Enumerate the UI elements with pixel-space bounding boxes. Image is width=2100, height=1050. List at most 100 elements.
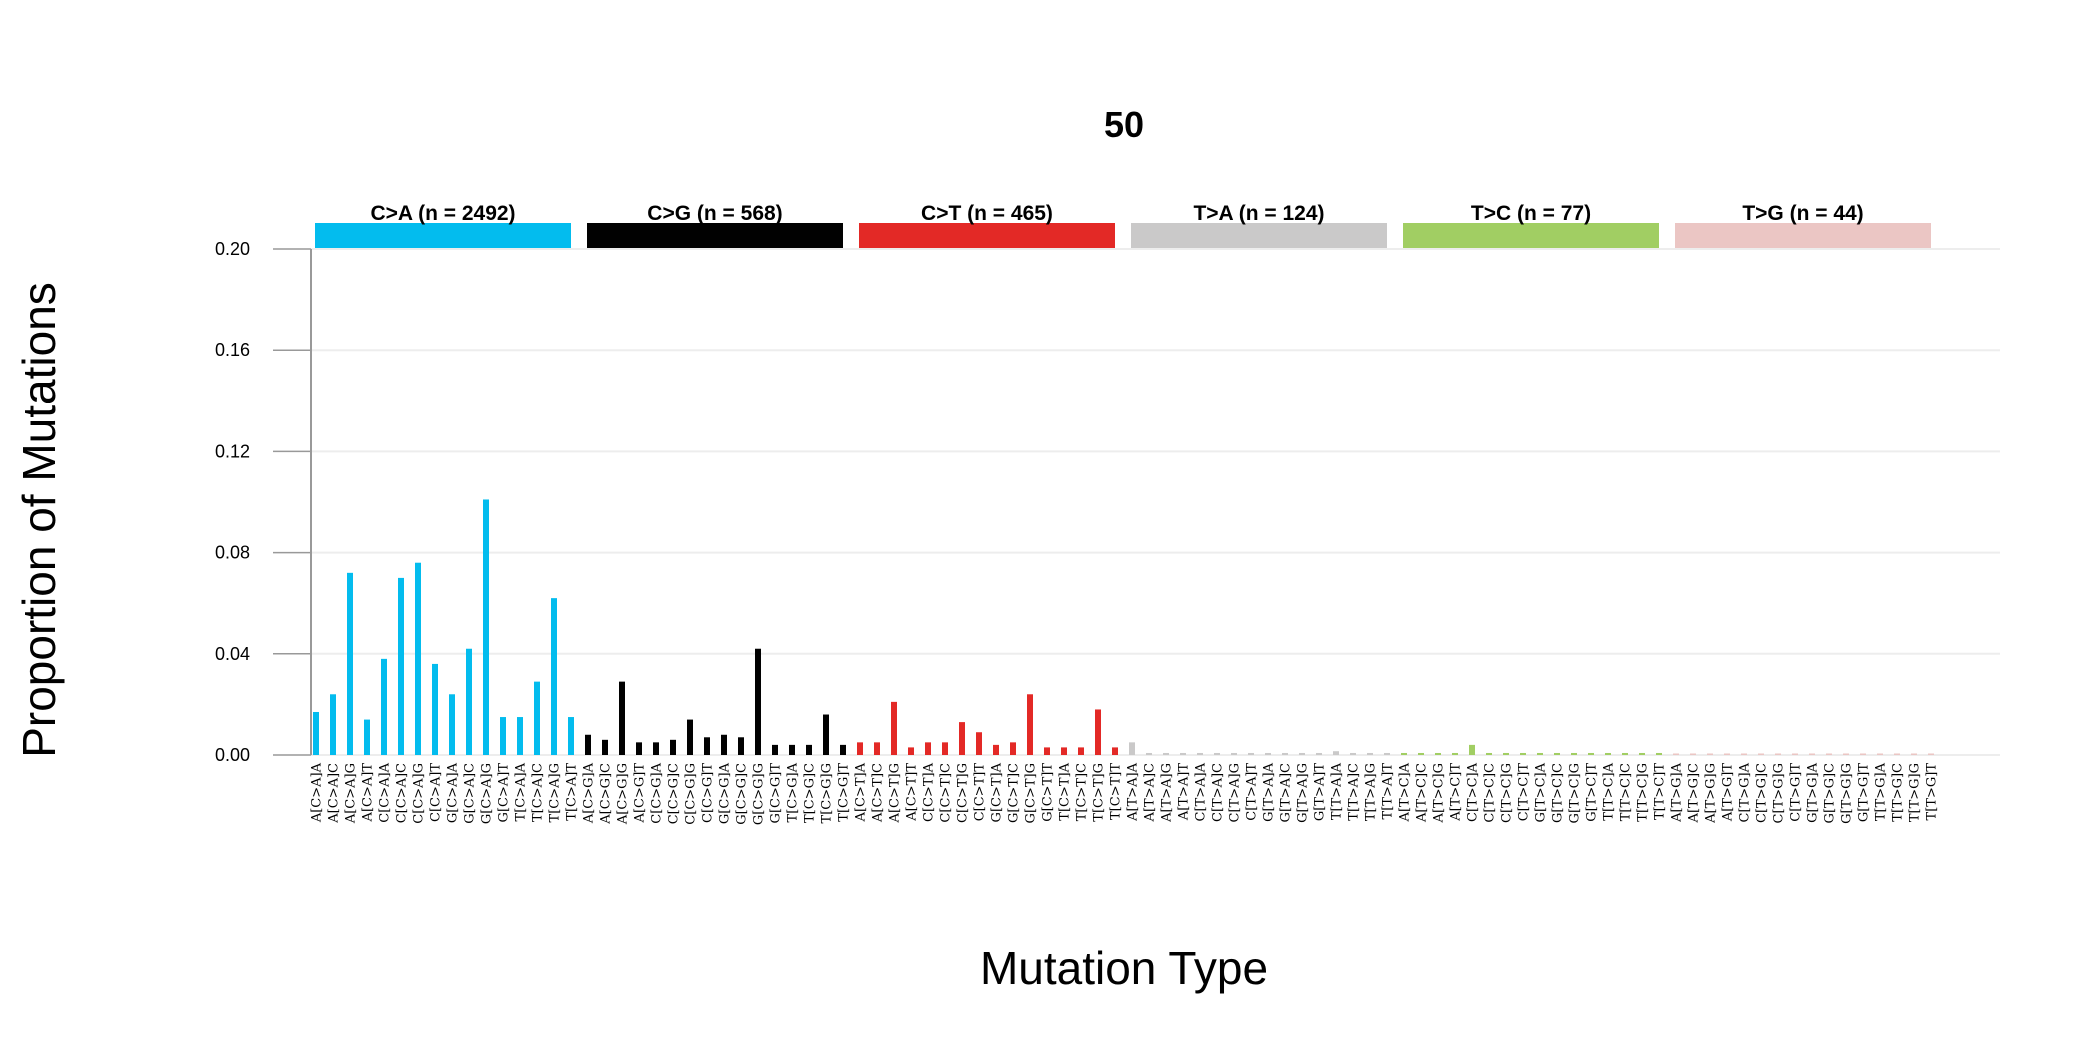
x-tick-label: G[C>G]C	[735, 763, 750, 825]
bar-C[T>G]T	[1792, 753, 1798, 755]
bar-C[T>A]C	[1214, 752, 1220, 755]
x-tick-label: C[C>A]A	[378, 762, 393, 822]
x-tick-label: A[C>A]T	[361, 763, 376, 823]
bar-T[T>C]C	[1622, 752, 1628, 755]
bar-G[C>T]A	[993, 744, 999, 755]
bar-G[C>A]G	[483, 499, 489, 755]
bar-T[T>A]G	[1367, 752, 1373, 755]
bar-G[C>A]A	[449, 694, 455, 755]
bar-T[C>T]A	[1061, 747, 1067, 755]
x-tick-label: G[C>T]C	[1007, 763, 1022, 823]
bar-T[C>T]T	[1112, 747, 1118, 755]
x-tick-label: A[C>G]T	[633, 763, 648, 824]
x-tick-label: G[T>C]T	[1585, 763, 1600, 822]
y-axis-ticks: 0.00 0.04 0.08 0.12 0.16 0.20	[215, 239, 311, 765]
bar-T[C>T]C	[1078, 747, 1084, 755]
bar-G[C>T]C	[1010, 742, 1016, 755]
x-tick-label: T[C>G]G	[820, 763, 835, 823]
x-tick-label: A[T>C]C	[1415, 763, 1430, 823]
x-tick-label: A[C>A]C	[327, 763, 342, 824]
bar-T[C>G]G	[823, 714, 829, 755]
bar-T[C>G]C	[806, 744, 812, 755]
x-tick-label: A[C>G]A	[582, 762, 597, 824]
x-tick-label: C[T>C]C	[1483, 763, 1498, 823]
bar-G[T>G]A	[1809, 753, 1815, 755]
x-tick-label: G[C>T]A	[990, 762, 1005, 822]
bar-C[C>T]G	[959, 722, 965, 755]
x-tick-label: G[T>C]G	[1568, 763, 1583, 823]
bar-A[T>A]T	[1180, 752, 1186, 755]
bar-C[T>C]A	[1469, 744, 1475, 755]
bar-T[C>A]T	[568, 717, 574, 755]
bar-A[C>T]C	[874, 742, 880, 755]
x-tick-label: C[C>G]A	[650, 762, 665, 823]
bar-A[T>A]A	[1129, 742, 1135, 755]
bar-C[C>T]A	[925, 742, 931, 755]
bar-A[T>A]G	[1163, 752, 1169, 755]
x-tick-label: G[T>G]C	[1823, 763, 1838, 823]
x-tick-label: T[T>G]A	[1874, 762, 1889, 821]
x-tick-label: T[C>A]G	[548, 763, 563, 822]
x-tick-label: A[C>A]A	[310, 762, 325, 823]
x-tick-label: C[T>C]T	[1517, 763, 1532, 822]
x-tick-label: A[T>C]T	[1449, 763, 1464, 822]
x-tick-label: T[C>A]A	[514, 762, 529, 821]
x-tick-label: C[T>G]T	[1789, 763, 1804, 822]
x-tick-label: G[T>A]C	[1279, 763, 1294, 822]
bar-C[T>A]T	[1248, 752, 1254, 755]
x-axis-title: Mutation Type	[980, 942, 1268, 994]
group-label-3: T>A (n = 124)	[1193, 202, 1324, 225]
group-label-1: C>G (n = 568)	[647, 202, 782, 225]
group-label-2: C>T (n = 465)	[921, 202, 1053, 225]
x-tick-label: G[C>A]C	[463, 763, 478, 824]
x-tick-label: A[T>C]A	[1398, 762, 1413, 822]
x-tick-label: C[T>C]G	[1500, 763, 1515, 823]
x-tick-label: G[C>A]A	[446, 762, 461, 823]
bar-G[C>G]C	[738, 737, 744, 755]
bar-G[T>G]G	[1843, 753, 1849, 755]
group-label-4: T>C (n = 77)	[1471, 202, 1591, 225]
x-tick-label: G[C>A]G	[480, 763, 495, 824]
x-tick-label: C[C>T]C	[939, 763, 954, 823]
bar-A[T>C]A	[1401, 752, 1407, 755]
bar-C[C>G]A	[653, 742, 659, 755]
bar-T[C>G]A	[789, 744, 795, 755]
x-tick-label: G[C>A]T	[497, 763, 512, 823]
y-tick-label: 0.16	[215, 340, 250, 360]
x-tick-label: T[C>T]T	[1109, 763, 1124, 820]
x-tick-label: C[T>A]T	[1245, 763, 1260, 821]
x-tick-label: A[T>A]G	[1160, 763, 1175, 823]
x-tick-label: A[T>G]A	[1670, 762, 1685, 822]
x-tick-label: C[C>G]T	[701, 763, 716, 823]
x-tick-label: C[C>T]A	[922, 762, 937, 822]
bar-G[C>T]T	[1044, 747, 1050, 755]
bar-G[T>G]T	[1860, 753, 1866, 755]
bar-C[C>G]C	[670, 739, 676, 755]
y-tick-label: 0.20	[215, 239, 250, 259]
bar-A[C>T]T	[908, 747, 914, 755]
x-tick-label: A[T>G]T	[1721, 763, 1736, 822]
bar-G[T>C]C	[1554, 752, 1560, 755]
x-axis-ticks: A[C>A]A A[C>A]C A[C>A]G A[C>A]T C[C>A]A C[C>A…	[310, 762, 1940, 825]
x-tick-label: G[C>G]A	[718, 762, 733, 824]
x-tick-label: C[C>A]T	[429, 763, 444, 822]
x-tick-label: G[T>A]A	[1262, 762, 1277, 821]
bar-A[C>A]G	[347, 572, 353, 755]
x-tick-label: G[T>C]C	[1551, 763, 1566, 823]
x-tick-label: T[T>C]T	[1653, 763, 1668, 820]
bar-G[C>G]A	[721, 734, 727, 755]
x-tick-label: C[T>G]G	[1772, 763, 1787, 823]
x-tick-label: C[T>A]A	[1194, 762, 1209, 821]
bar-A[C>G]C	[602, 739, 608, 755]
bar-C[T>C]T	[1520, 752, 1526, 755]
x-tick-label: A[C>T]T	[905, 763, 920, 822]
bar-A[C>A]C	[330, 694, 336, 755]
x-tick-label: C[T>A]G	[1228, 763, 1243, 822]
y-axis-title: Proportion of Mutations	[13, 282, 65, 758]
bar-T[T>A]A	[1333, 751, 1339, 755]
x-tick-label: G[C>T]G	[1024, 763, 1039, 823]
x-tick-label: T[C>G]T	[837, 763, 852, 822]
bar-C[C>G]T	[704, 737, 710, 755]
bar-A[T>C]C	[1418, 752, 1424, 755]
